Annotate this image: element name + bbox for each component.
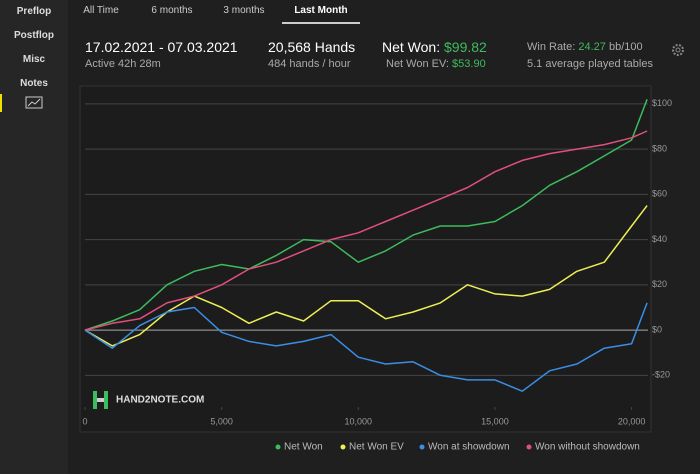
hands-per-hour: 484 hands / hour — [268, 58, 351, 70]
sidebar: Preflop Postflop Misc Notes — [0, 0, 68, 474]
tab[interactable]: 3 months — [223, 5, 265, 16]
y-tick-label: $60 — [652, 189, 667, 199]
watermark-text: HAND2NOTE.COM — [116, 395, 204, 406]
settings-icon[interactable] — [670, 42, 686, 58]
y-tick-label: $40 — [652, 234, 667, 244]
y-tick-label: $80 — [652, 143, 667, 153]
net-won: $99.82 — [444, 39, 487, 55]
nav-item[interactable]: Postflop — [14, 30, 54, 41]
tab[interactable]: 6 months — [151, 5, 193, 16]
net-won-ev-row: Net Won EV: $53.90 — [386, 58, 486, 70]
legend-label: Net Won — [284, 442, 323, 453]
legend-marker — [340, 444, 346, 450]
x-tick-label: 10,000 — [345, 416, 373, 426]
active-indicator — [0, 94, 2, 112]
win-rate: 24.27 — [578, 41, 606, 53]
win-rate-row: Win Rate: 24.27 bb/100 — [527, 41, 643, 53]
net-won-row: Net Won: $99.82 — [382, 39, 487, 55]
watermark: HAND2NOTE.COM — [93, 391, 204, 409]
x-tick-label: 15,000 — [481, 416, 509, 426]
graph-icon[interactable] — [0, 94, 68, 112]
nav-item[interactable]: Notes — [20, 78, 48, 89]
y-tick-label: $20 — [652, 279, 667, 289]
series-line — [84, 130, 648, 331]
date-range: 17.02.2021 - 07.03.2021 — [85, 39, 238, 55]
x-tick-label: 20,000 — [618, 416, 646, 426]
series-line — [84, 302, 648, 392]
legend-label: Won without showdown — [535, 442, 640, 453]
y-tick-label: $100 — [652, 98, 672, 108]
tab[interactable]: Last Month — [282, 0, 360, 24]
net-won-ev: $53.90 — [452, 58, 486, 70]
legend-marker — [419, 444, 425, 450]
active-time: Active 42h 28m — [85, 58, 161, 70]
series-line — [84, 99, 648, 331]
label: Net Won: — [382, 39, 441, 55]
series-line — [84, 205, 648, 347]
label: Net Won EV: — [386, 58, 449, 70]
x-tick-label: 5,000 — [210, 416, 233, 426]
label: Win Rate: — [527, 41, 576, 53]
tab[interactable]: All Time — [83, 5, 119, 16]
legend-marker — [275, 444, 281, 450]
legend-label: Net Won EV — [349, 442, 404, 453]
x-tick-label: 0 — [82, 416, 87, 426]
nav-item[interactable]: Misc — [22, 54, 46, 65]
hands: 20,568 Hands — [268, 39, 356, 55]
nav-item[interactable]: Preflop — [16, 6, 52, 17]
unit: bb/100 — [608, 41, 643, 53]
tables: 5.1 average played tables — [527, 58, 653, 70]
legend-marker — [526, 444, 532, 450]
legend-label: Won at showdown — [428, 442, 510, 453]
y-tick-label: $0 — [652, 324, 662, 334]
y-tick-label: -$20 — [652, 370, 670, 380]
